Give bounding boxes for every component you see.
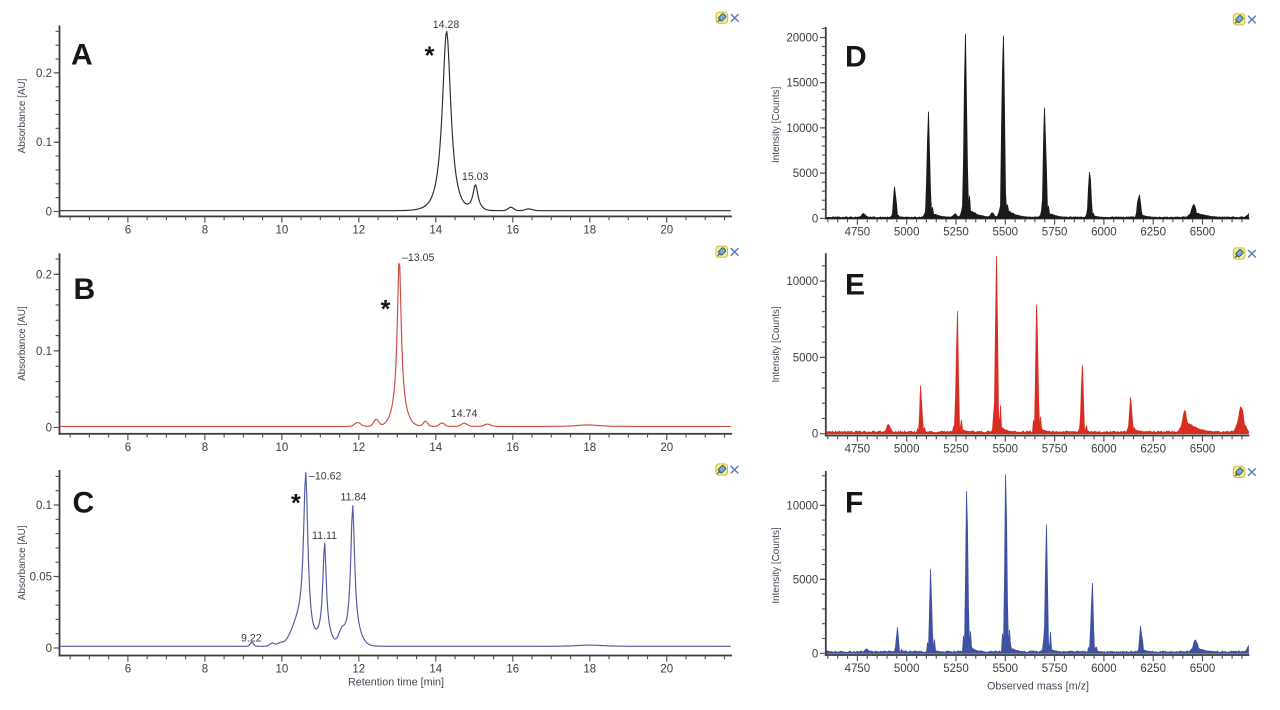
svg-text:0.1: 0.1 (36, 137, 52, 149)
svg-text:10000: 10000 (786, 123, 818, 135)
svg-text:18: 18 (583, 225, 596, 237)
svg-text:Observed mass [m/z]: Observed mass [m/z] (987, 681, 1089, 693)
svg-text:5000: 5000 (894, 663, 920, 675)
svg-text:0: 0 (46, 207, 52, 219)
svg-text:6: 6 (125, 664, 131, 676)
svg-text:6: 6 (125, 225, 131, 237)
svg-text:8: 8 (202, 442, 208, 454)
svg-text:14: 14 (429, 442, 442, 454)
svg-text:5250: 5250 (943, 227, 969, 239)
svg-text:6250: 6250 (1140, 663, 1166, 675)
svg-text:5500: 5500 (993, 444, 1019, 456)
svg-text:5750: 5750 (1042, 444, 1068, 456)
svg-text:16: 16 (506, 664, 519, 676)
svg-text:0.2: 0.2 (36, 269, 52, 281)
svg-text:B: B (74, 273, 96, 306)
svg-text:6250: 6250 (1140, 227, 1166, 239)
svg-text:12: 12 (352, 664, 365, 676)
svg-text:16: 16 (506, 442, 519, 454)
svg-text:6000: 6000 (1091, 663, 1117, 675)
svg-text:18: 18 (583, 664, 596, 676)
svg-text:10: 10 (276, 442, 289, 454)
svg-text:C: C (73, 487, 95, 520)
svg-text:0: 0 (812, 648, 818, 660)
svg-text:5500: 5500 (993, 663, 1019, 675)
svg-text:14: 14 (429, 225, 442, 237)
svg-text:20000: 20000 (786, 33, 818, 45)
svg-text:5250: 5250 (943, 663, 969, 675)
svg-text:12: 12 (352, 442, 365, 454)
svg-text:14.28: 14.28 (433, 19, 460, 31)
svg-text:0: 0 (812, 213, 818, 225)
svg-text:0.1: 0.1 (36, 500, 52, 512)
svg-text:0: 0 (812, 429, 818, 441)
svg-text:6500: 6500 (1190, 444, 1216, 456)
svg-text:10: 10 (276, 225, 289, 237)
svg-text:18: 18 (583, 442, 596, 454)
svg-text:4750: 4750 (845, 227, 871, 239)
svg-text:4750: 4750 (845, 663, 871, 675)
svg-text:0.1: 0.1 (36, 346, 52, 358)
svg-text:5000: 5000 (793, 352, 819, 364)
svg-text:6000: 6000 (1091, 444, 1117, 456)
svg-text:6000: 6000 (1091, 227, 1117, 239)
svg-text:Intensity [Counts]: Intensity [Counts] (771, 306, 782, 383)
svg-text:10000: 10000 (786, 500, 818, 512)
svg-text:5750: 5750 (1042, 227, 1068, 239)
svg-text:14.74: 14.74 (451, 408, 478, 420)
svg-text:0.05: 0.05 (30, 572, 52, 584)
svg-text:6: 6 (125, 442, 131, 454)
svg-text:Absorbance [AU]: Absorbance [AU] (17, 525, 28, 600)
svg-text:15000: 15000 (786, 78, 818, 90)
svg-text:0: 0 (46, 643, 52, 655)
svg-text:6500: 6500 (1190, 663, 1216, 675)
svg-text:11.11: 11.11 (312, 530, 337, 542)
svg-text:0.2: 0.2 (36, 68, 52, 80)
svg-text:20: 20 (660, 225, 673, 237)
svg-text:20: 20 (660, 664, 673, 676)
svg-text:8: 8 (202, 664, 208, 676)
svg-text:Retention time [min]: Retention time [min] (348, 676, 444, 688)
svg-text:–13.05: –13.05 (402, 252, 435, 264)
svg-text:10000: 10000 (786, 276, 818, 288)
svg-text:Intensity [Counts]: Intensity [Counts] (771, 527, 782, 604)
svg-text:Absorbance [AU]: Absorbance [AU] (17, 78, 28, 153)
svg-text:*: * (425, 42, 435, 70)
svg-text:0: 0 (46, 423, 52, 435)
svg-text:6500: 6500 (1190, 227, 1216, 239)
svg-text:*: * (381, 296, 391, 324)
svg-text:10: 10 (276, 664, 289, 676)
svg-text:8: 8 (202, 225, 208, 237)
svg-text:5000: 5000 (793, 168, 819, 180)
svg-text:5500: 5500 (993, 227, 1019, 239)
svg-text:–10.62: –10.62 (309, 471, 342, 483)
svg-text:12: 12 (352, 225, 365, 237)
svg-text:F: F (845, 487, 863, 520)
svg-text:5000: 5000 (793, 574, 819, 586)
svg-text:11.84: 11.84 (341, 491, 367, 503)
svg-text:*: * (291, 490, 301, 518)
svg-text:5750: 5750 (1042, 663, 1068, 675)
svg-text:E: E (845, 269, 865, 302)
svg-text:15.03: 15.03 (462, 171, 489, 183)
svg-text:Intensity [Counts]: Intensity [Counts] (771, 86, 782, 163)
svg-text:Absorbance [AU]: Absorbance [AU] (17, 306, 28, 381)
svg-text:A: A (71, 39, 93, 72)
svg-text:5000: 5000 (894, 444, 920, 456)
svg-text:16: 16 (506, 225, 519, 237)
svg-text:20: 20 (660, 442, 673, 454)
svg-text:4750: 4750 (845, 444, 871, 456)
svg-text:5000: 5000 (894, 227, 920, 239)
svg-text:14: 14 (429, 664, 442, 676)
svg-text:5250: 5250 (943, 444, 969, 456)
svg-text:6250: 6250 (1140, 444, 1166, 456)
svg-text:D: D (845, 41, 867, 74)
svg-text:9.22: 9.22 (241, 632, 262, 644)
